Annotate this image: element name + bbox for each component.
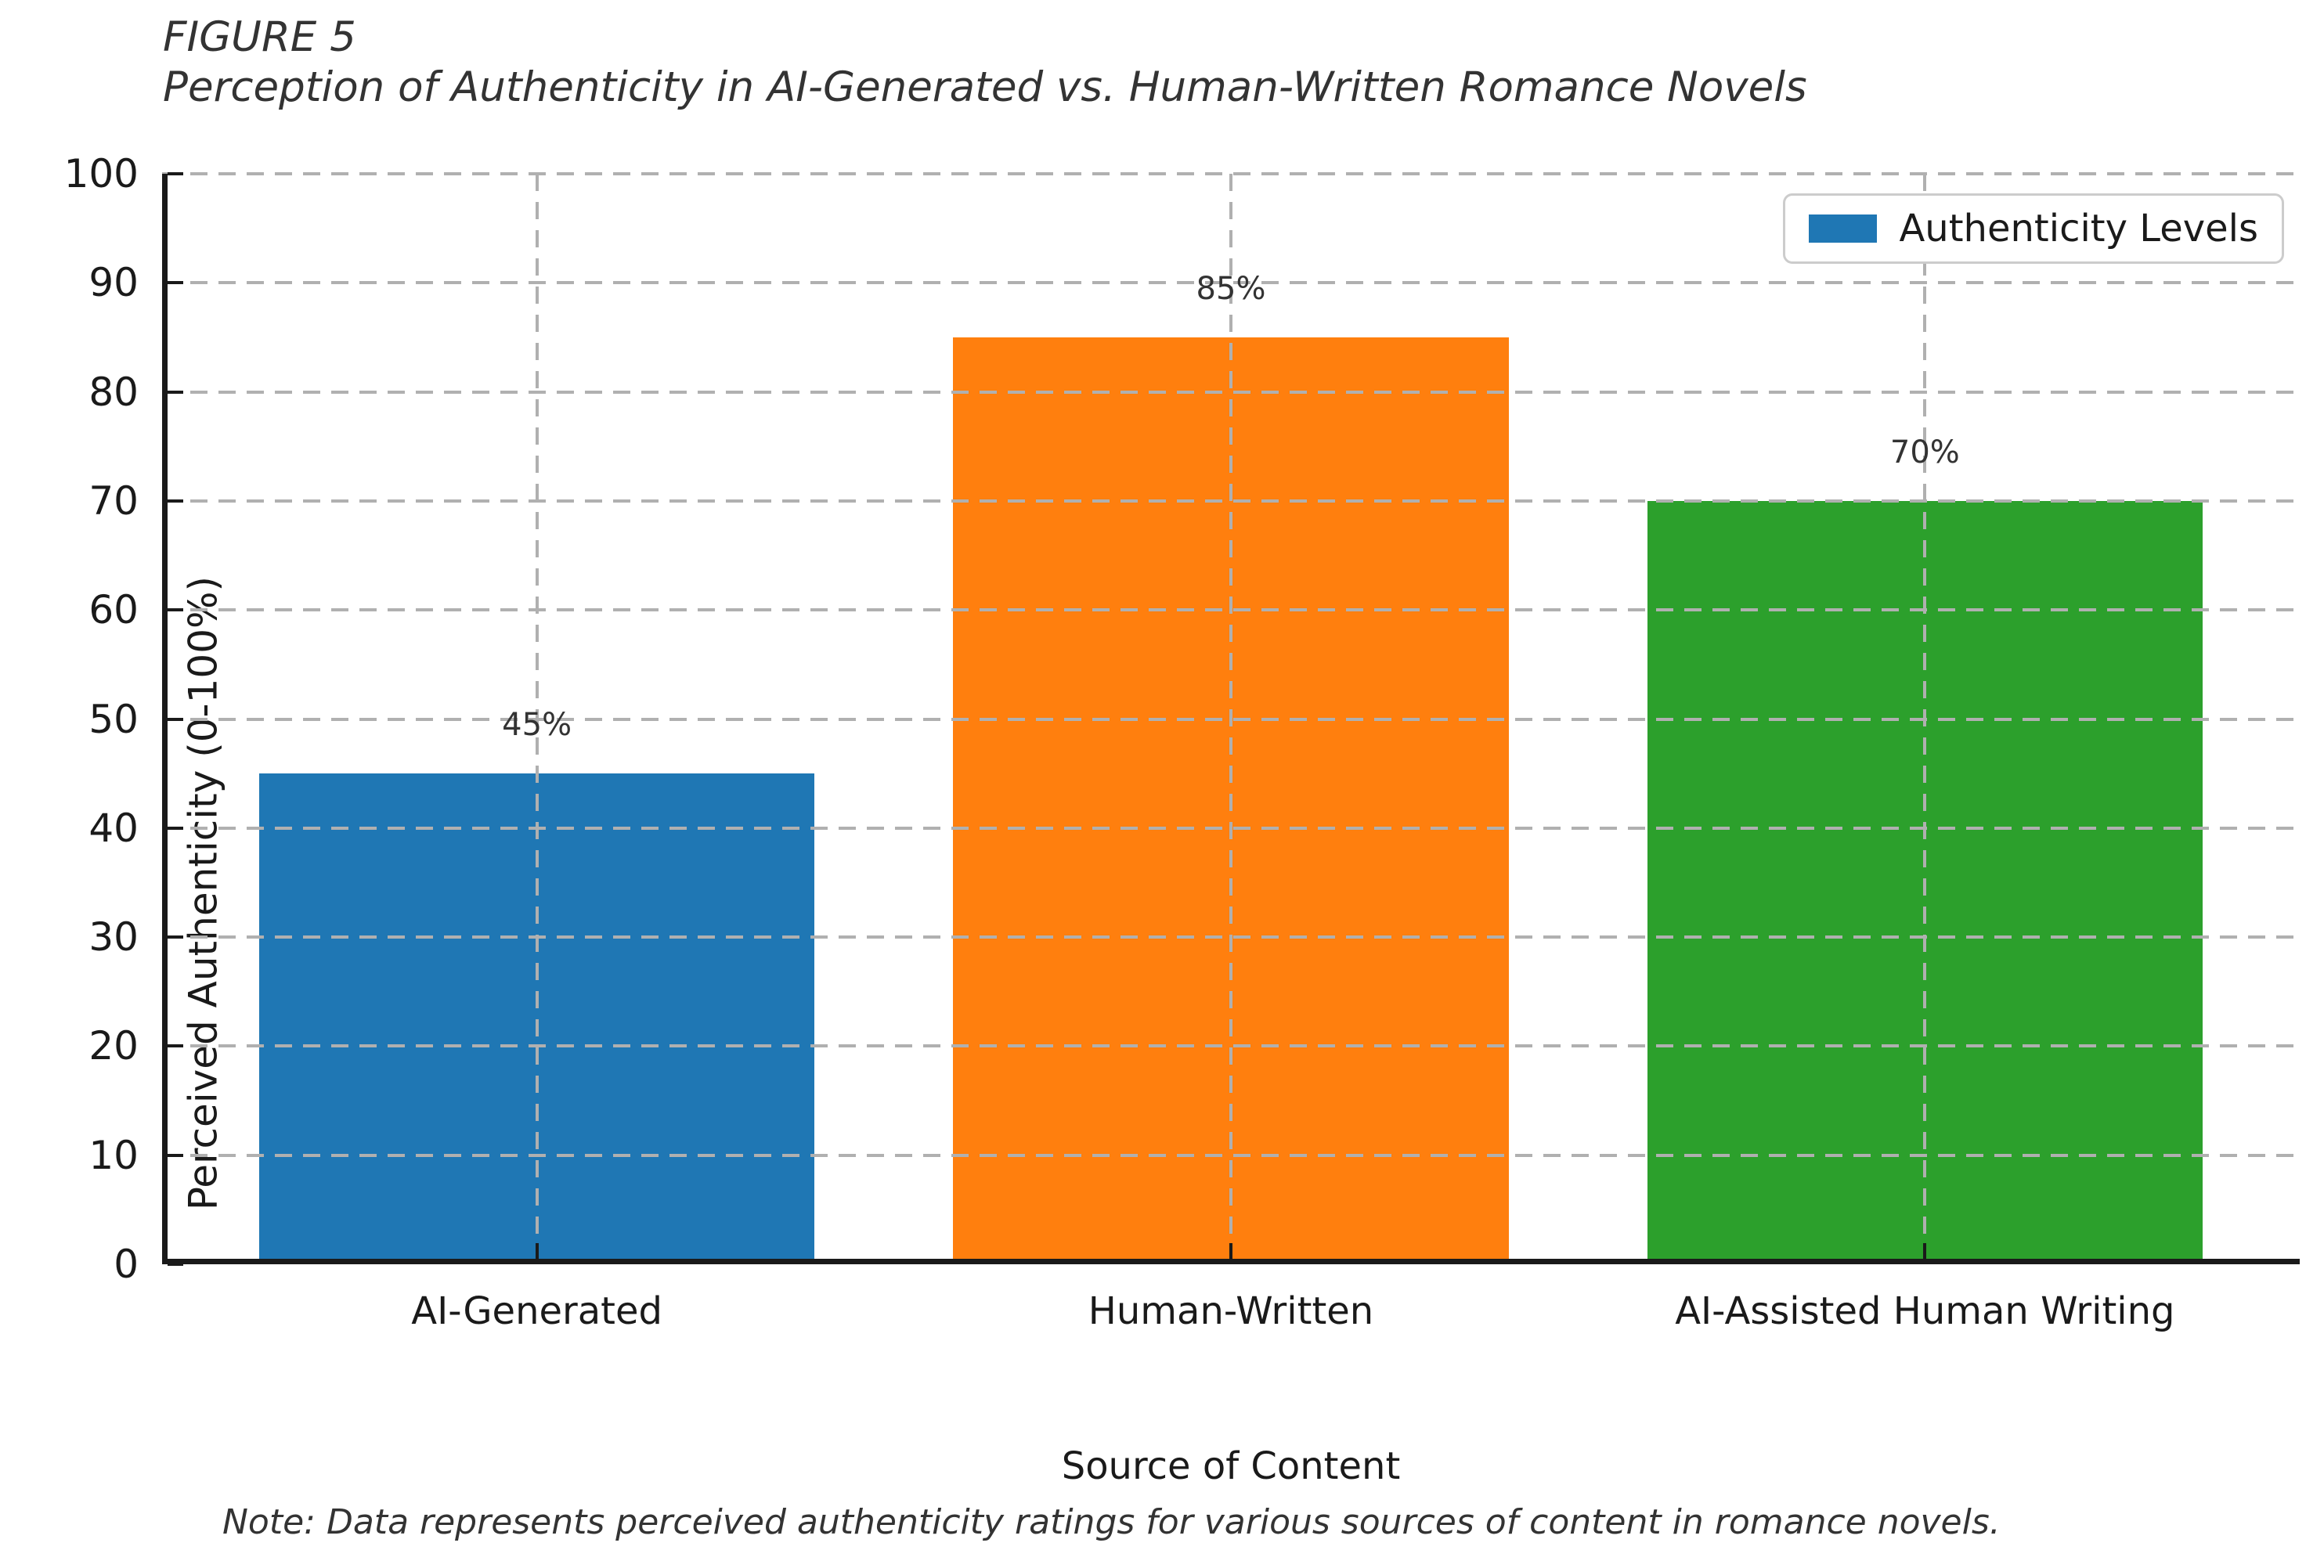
y-tick-mark xyxy=(168,172,183,175)
figure-title: FIGURE 5 Perception of Authenticity in A… xyxy=(163,13,1807,113)
legend-swatch xyxy=(1809,214,1878,243)
bar-value-label: 70% xyxy=(1889,434,1960,470)
x-gridline xyxy=(1229,174,1232,1264)
y-tick-label: 40 xyxy=(88,805,139,851)
x-tick-label: AI-Assisted Human Writing xyxy=(1675,1289,2175,1333)
x-axis-title: Source of Content xyxy=(1061,1444,1401,1488)
x-gridline xyxy=(1923,174,1927,1264)
y-tick-mark xyxy=(168,281,183,285)
figure-subtitle: Perception of Authenticity in AI-Generat… xyxy=(163,63,1807,111)
figure-label: FIGURE 5 xyxy=(163,13,356,61)
y-tick-mark xyxy=(168,1263,183,1266)
x-tick-mark xyxy=(535,1243,539,1259)
y-tick-label: 10 xyxy=(88,1132,139,1178)
bar-value-label: 45% xyxy=(502,707,572,744)
bar-value-label: 85% xyxy=(1196,270,1266,307)
y-tick-mark xyxy=(168,390,183,394)
x-axis-spine xyxy=(162,1259,2300,1264)
y-tick-label: 100 xyxy=(63,151,139,196)
y-tick-label: 0 xyxy=(114,1242,139,1287)
y-tick-label: 30 xyxy=(88,914,139,961)
x-gridline xyxy=(535,174,539,1264)
y-tick-mark xyxy=(168,935,183,939)
y-tick-label: 20 xyxy=(88,1023,139,1069)
x-tick-label: Human-Written xyxy=(1088,1289,1374,1333)
plot-area: 0 10 20 30 40 50 60 70 80 90 100 45% AI-Generated 85%… xyxy=(64,154,2300,1333)
y-tick-label: 70 xyxy=(88,478,139,524)
footnote: Note: Data represents perceived authenti… xyxy=(222,1502,2001,1542)
y-axis-spine xyxy=(162,174,168,1264)
y-tick-label: 90 xyxy=(88,260,139,306)
y-tick-label: 50 xyxy=(88,696,139,742)
y-tick-label: 60 xyxy=(88,587,139,633)
x-tick-label: AI-Generated xyxy=(411,1289,662,1333)
legend-label: Authenticity Levels xyxy=(1899,207,2258,251)
y-tick-mark xyxy=(168,717,183,721)
y-tick-label: 80 xyxy=(88,369,139,415)
y-tick-mark xyxy=(168,499,183,503)
y-tick-mark xyxy=(168,1153,183,1157)
y-tick-mark xyxy=(168,1044,183,1048)
x-tick-mark xyxy=(1229,1243,1232,1259)
y-tick-mark xyxy=(168,826,183,830)
legend: Authenticity Levels xyxy=(1783,193,2284,264)
x-tick-mark xyxy=(1923,1243,1927,1259)
y-axis-title: Perceived Authenticity (0-100%) xyxy=(180,575,226,1211)
y-tick-mark xyxy=(168,608,183,612)
